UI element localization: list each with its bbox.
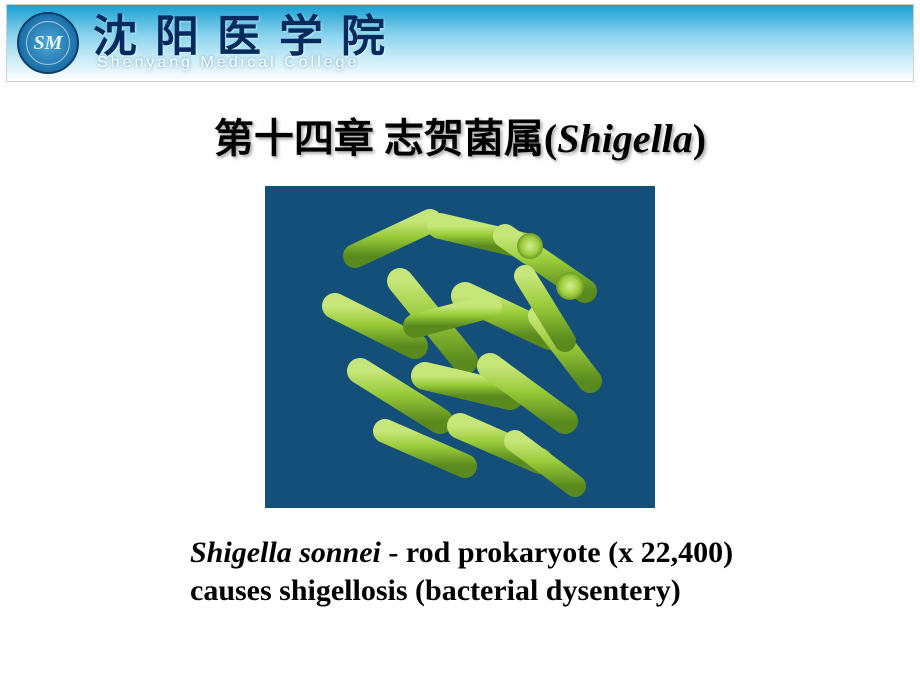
- genus-name: Shigella: [557, 116, 693, 161]
- logo-area: SM 沈阳医学院 Shenyang Medical College: [7, 12, 403, 74]
- header-banner: SM 沈阳医学院 Shenyang Medical College: [6, 4, 914, 82]
- caption-line2: causes shigellosis (bacterial dysentery): [190, 574, 681, 607]
- chapter-title-cn: 第十四章 志贺菌属: [214, 116, 544, 161]
- paren-open: (: [544, 116, 557, 161]
- paren-close: ): [693, 116, 706, 161]
- banner-text-group: 沈阳医学院 Shenyang Medical College: [93, 15, 403, 71]
- college-logo: SM: [17, 12, 79, 74]
- slide-content: 第十四章 志贺菌属(Shigella) Shigella sonne: [0, 82, 920, 609]
- chapter-title: 第十四章 志贺菌属(Shigella): [40, 106, 880, 164]
- college-name-cn: 沈阳医学院: [93, 15, 403, 59]
- logo-monogram: SM: [26, 21, 70, 65]
- micrograph-image: [265, 186, 655, 508]
- bacteria-svg: [265, 186, 655, 508]
- caption-block: Shigella sonnei - rod prokaryote (x 22,4…: [190, 534, 880, 609]
- caption-species: Shigella sonnei: [190, 536, 381, 569]
- caption-line1-rest: - rod prokaryote (x 22,400): [381, 536, 733, 569]
- college-name-en: Shenyang Medical College: [97, 55, 403, 71]
